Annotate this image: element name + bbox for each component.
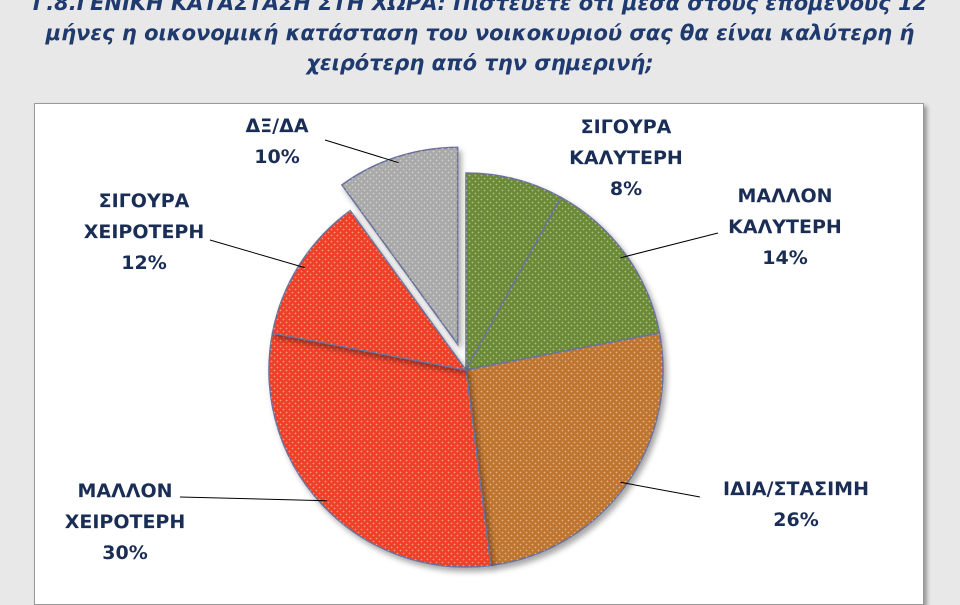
leader-line xyxy=(179,496,327,502)
pie-slice xyxy=(340,146,459,347)
slice-label: ΙΔΙΑ/ΣΤΑΣΙΜΗ 26% xyxy=(723,478,869,531)
leader-line xyxy=(620,232,719,259)
pie-chart: ΣΙΓΟΥΡΑ ΚΑΛΥΤΕΡΗ 8% ΜΑΛΛΟΝ ΚΑΛΥΤΕΡΗ 14% ΙΔΙΑ/Σ… xyxy=(65,115,869,568)
leader-line xyxy=(620,481,701,498)
slice-label: ΔΞ/ΔΑ 10% xyxy=(245,115,308,168)
chart-title: Γ.8.ΓΕΝΙΚΗ ΚΑΤΑΣΤΑΣΗ ΣΤΗ ΧΩΡΑ: Πιστεύετε… xyxy=(32,0,928,75)
slice-label: ΜΑΛΛΟΝ ΚΑΛΥΤΕΡΗ 14% xyxy=(728,185,842,269)
slice-label: ΣΙΓΟΥΡΑ ΧΕΙΡΟΤΕΡΗ 12% xyxy=(84,190,205,274)
leader-line xyxy=(209,239,305,269)
pie-slice xyxy=(465,172,562,371)
leader-line xyxy=(324,139,399,164)
slice-label: ΜΑΛΛΟΝ ΧΕΙΡΟΤΕΡΗ 30% xyxy=(65,480,186,564)
pie-slice xyxy=(268,332,492,568)
pie-slice xyxy=(271,209,468,372)
pie-slice xyxy=(464,196,661,372)
pie-slice xyxy=(465,332,664,567)
slice-label: ΣΙΓΟΥΡΑ ΚΑΛΥΤΕΡΗ 8% xyxy=(569,116,683,200)
